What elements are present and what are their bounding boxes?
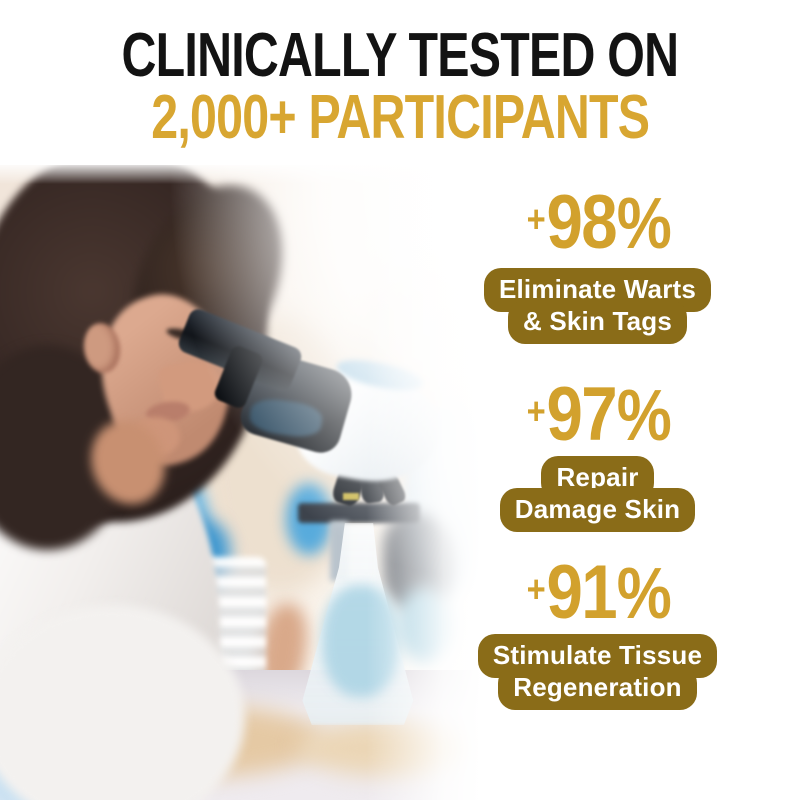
title-line-1: CLINICALLY TESTED ON xyxy=(0,21,800,90)
photo-bench-reflection xyxy=(298,721,473,776)
stats-column: +98% Eliminate Warts & Skin Tags +97% Re… xyxy=(445,180,750,710)
page-title: CLINICALLY TESTED ON 2,000+ PARTICIPANTS xyxy=(0,21,800,152)
photo-microscope-stage xyxy=(298,503,420,523)
stat-value: +98% xyxy=(445,180,750,264)
title-line-2-text: 2,000+ PARTICIPANTS xyxy=(150,83,650,152)
stat-value-text: +97% xyxy=(526,371,671,457)
title-line-1-text: CLINICALLY TESTED ON xyxy=(121,21,680,90)
photo-lab-coat-sleeve xyxy=(0,605,245,800)
percent-sign: % xyxy=(616,375,671,456)
badge-line-2: Damage Skin xyxy=(499,487,696,532)
stat-block-repair-skin: +97% Repair Damage Skin xyxy=(445,372,750,532)
stat-badge: Stimulate Tissue Regeneration xyxy=(445,633,750,710)
stat-value-text: +91% xyxy=(526,549,671,635)
percent-sign: % xyxy=(616,183,671,264)
stat-number: 91 xyxy=(546,549,617,635)
stat-number: 97 xyxy=(546,371,617,457)
stat-badge: Repair Damage Skin xyxy=(445,455,750,532)
stat-value-text: +98% xyxy=(526,179,671,265)
plus-sign: + xyxy=(526,390,545,433)
lab-photo xyxy=(0,165,482,800)
plus-sign: + xyxy=(526,199,545,241)
photo-objective-band xyxy=(343,493,359,500)
stat-block-tissue-regeneration: +91% Stimulate Tissue Regeneration xyxy=(445,550,750,710)
percent-sign: % xyxy=(616,553,671,634)
stat-block-eliminate-warts: +98% Eliminate Warts & Skin Tags xyxy=(445,180,750,344)
stat-value: +97% xyxy=(445,372,750,456)
title-line-2: 2,000+ PARTICIPANTS xyxy=(0,83,800,152)
stat-number: 98 xyxy=(546,179,617,265)
stat-value: +91% xyxy=(445,550,750,634)
photo-flask-liquid xyxy=(322,585,400,697)
photo-blue-equipment xyxy=(398,587,453,662)
plus-sign: + xyxy=(526,568,545,611)
stat-badge: Eliminate Warts & Skin Tags xyxy=(445,267,750,344)
badge-line-2: & Skin Tags xyxy=(507,299,688,344)
badge-line-2: Regeneration xyxy=(498,665,697,710)
